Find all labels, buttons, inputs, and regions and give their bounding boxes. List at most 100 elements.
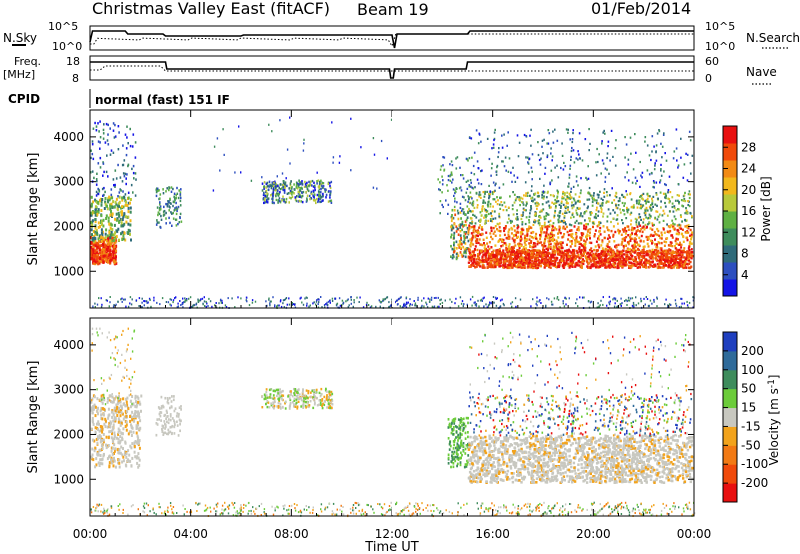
heatmap-cell — [465, 180, 468, 183]
heatmap-cell — [606, 152, 609, 155]
heatmap-cell — [510, 302, 512, 305]
heatmap-cell — [503, 201, 506, 204]
heatmap-cell — [132, 133, 135, 136]
heatmap-cell — [536, 258, 539, 261]
heatmap-cell — [126, 136, 128, 139]
heatmap-cell — [195, 302, 198, 305]
heatmap-cell — [538, 224, 541, 227]
heatmap-cell — [504, 265, 507, 269]
heatmap-cell — [571, 213, 574, 216]
heatmap-cell — [535, 214, 537, 217]
heatmap-cell — [456, 187, 458, 190]
heatmap-cell — [552, 194, 555, 197]
heatmap-cell — [562, 266, 565, 269]
heatmap-cell — [654, 238, 656, 241]
heatmap-cell — [553, 251, 556, 255]
heatmap-cell — [646, 261, 649, 264]
heatmap-cell — [115, 235, 118, 239]
heatmap-cell — [506, 250, 509, 254]
heatmap-cell — [563, 194, 566, 197]
heatmap-cell — [632, 244, 635, 247]
heatmap-cell — [533, 214, 536, 217]
heatmap-cell — [526, 249, 529, 253]
heatmap-cell — [182, 297, 184, 300]
heatmap-cell — [127, 142, 129, 145]
heatmap-cell — [527, 162, 530, 165]
heatmap-cell — [507, 131, 509, 134]
heatmap-cell — [268, 297, 270, 300]
heatmap-cell — [271, 181, 274, 184]
heatmap-cell — [621, 228, 624, 231]
heatmap-cell — [646, 192, 649, 195]
heatmap-cell — [553, 263, 556, 266]
heatmap-cell — [127, 305, 130, 308]
heatmap-cell — [622, 264, 625, 268]
heatmap-cell — [572, 197, 575, 200]
heatmap-cell — [651, 199, 654, 203]
heatmap-cell — [534, 258, 537, 262]
heatmap-cell — [606, 156, 608, 160]
heatmap-cell — [517, 256, 520, 259]
heatmap-cell — [335, 303, 338, 306]
heatmap-cell — [642, 240, 645, 243]
heatmap-cell — [556, 240, 559, 244]
heatmap-cell — [484, 244, 486, 247]
heatmap-cell — [671, 202, 674, 205]
heatmap-cell — [267, 188, 270, 191]
heatmap-cell — [545, 247, 548, 251]
heatmap-cell — [90, 249, 93, 253]
heatmap-cell — [575, 237, 578, 240]
heatmap-cell — [673, 261, 676, 264]
heatmap-cell — [441, 203, 443, 206]
heatmap-cell — [551, 252, 554, 255]
heatmap-cell — [622, 230, 625, 233]
heatmap-cell — [115, 303, 117, 306]
heatmap-cell — [632, 301, 635, 304]
heatmap-cell — [590, 300, 593, 303]
heatmap-cell — [301, 187, 303, 190]
heatmap-cell — [316, 182, 318, 185]
heatmap-cell — [678, 248, 681, 252]
heatmap-cell — [488, 258, 492, 261]
heatmap-cell — [602, 249, 605, 252]
heatmap-cell — [611, 257, 614, 260]
heatmap-cell — [680, 199, 683, 202]
freq-trace — [90, 61, 694, 79]
heatmap-cell — [542, 152, 544, 155]
heatmap-cell — [274, 304, 276, 307]
heatmap-cell — [486, 137, 489, 140]
heatmap-cell — [289, 184, 292, 187]
heatmap-cell — [421, 299, 423, 302]
heatmap-cell — [627, 242, 630, 246]
heatmap-cell — [490, 259, 494, 262]
heatmap-cell — [625, 217, 628, 220]
heatmap-cell — [457, 305, 460, 308]
heatmap-cell — [465, 223, 467, 227]
heatmap-cell — [266, 181, 269, 185]
heatmap-cell — [567, 251, 570, 255]
heatmap-cell — [479, 196, 482, 199]
heatmap-cell — [616, 252, 619, 255]
heatmap-cell — [539, 163, 542, 166]
heatmap-cell — [601, 254, 604, 257]
heatmap-cell — [602, 262, 605, 266]
heatmap-cell — [540, 302, 542, 304]
heatmap-cell — [521, 223, 524, 226]
heatmap-cell — [477, 182, 480, 185]
heatmap-cell — [534, 235, 537, 238]
heatmap-cell — [592, 225, 594, 229]
heatmap-cell — [469, 196, 472, 199]
heatmap-cell — [668, 175, 671, 178]
heatmap-cell — [629, 261, 632, 264]
heatmap-cell — [447, 179, 450, 182]
heatmap-cell — [220, 301, 223, 304]
heatmap-cell — [535, 253, 538, 256]
heatmap-cell — [545, 225, 548, 228]
heatmap-cell — [575, 175, 578, 178]
heatmap-cell — [293, 192, 295, 195]
heatmap-cell — [618, 197, 621, 200]
heatmap-cell — [109, 246, 112, 250]
heatmap-cell — [541, 225, 544, 228]
heatmap-cell — [579, 200, 581, 203]
heatmap-cell — [553, 214, 556, 217]
